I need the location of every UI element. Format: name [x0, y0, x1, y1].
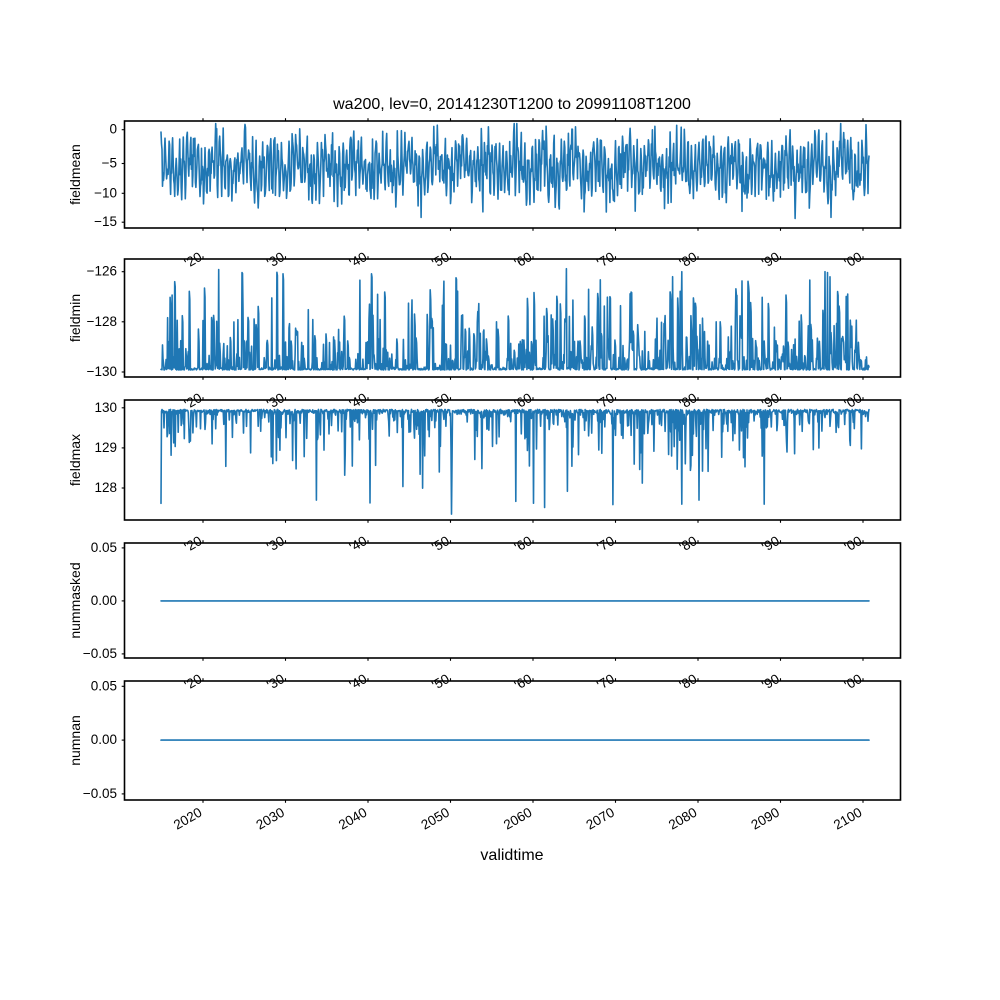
svg-text:nummasked: nummasked	[67, 562, 83, 638]
svg-text:−130: −130	[87, 364, 117, 379]
svg-text:wa200, lev=0, 20141230T1200 to: wa200, lev=0, 20141230T1200 to 20991108T…	[332, 96, 691, 113]
svg-text:fieldmean: fieldmean	[67, 144, 83, 205]
svg-text:−0.05: −0.05	[83, 786, 117, 801]
svg-text:129: 129	[94, 440, 117, 455]
svg-text:numnan: numnan	[67, 715, 83, 766]
svg-text:0.00: 0.00	[91, 732, 117, 747]
svg-text:−10: −10	[94, 185, 117, 200]
svg-text:−0.05: −0.05	[83, 646, 117, 661]
svg-text:0: 0	[109, 122, 117, 137]
svg-text:fieldmin: fieldmin	[67, 294, 83, 342]
svg-text:−128: −128	[87, 314, 117, 329]
svg-text:128: 128	[94, 480, 117, 495]
svg-text:−5: −5	[102, 156, 117, 171]
svg-text:−15: −15	[94, 214, 117, 229]
svg-text:fieldmax: fieldmax	[67, 434, 83, 486]
svg-text:0.05: 0.05	[91, 678, 117, 693]
svg-text:130: 130	[94, 400, 117, 415]
svg-text:0.00: 0.00	[91, 593, 117, 608]
svg-text:validtime: validtime	[480, 847, 543, 864]
svg-text:−126: −126	[87, 264, 117, 279]
svg-text:0.05: 0.05	[91, 540, 117, 555]
